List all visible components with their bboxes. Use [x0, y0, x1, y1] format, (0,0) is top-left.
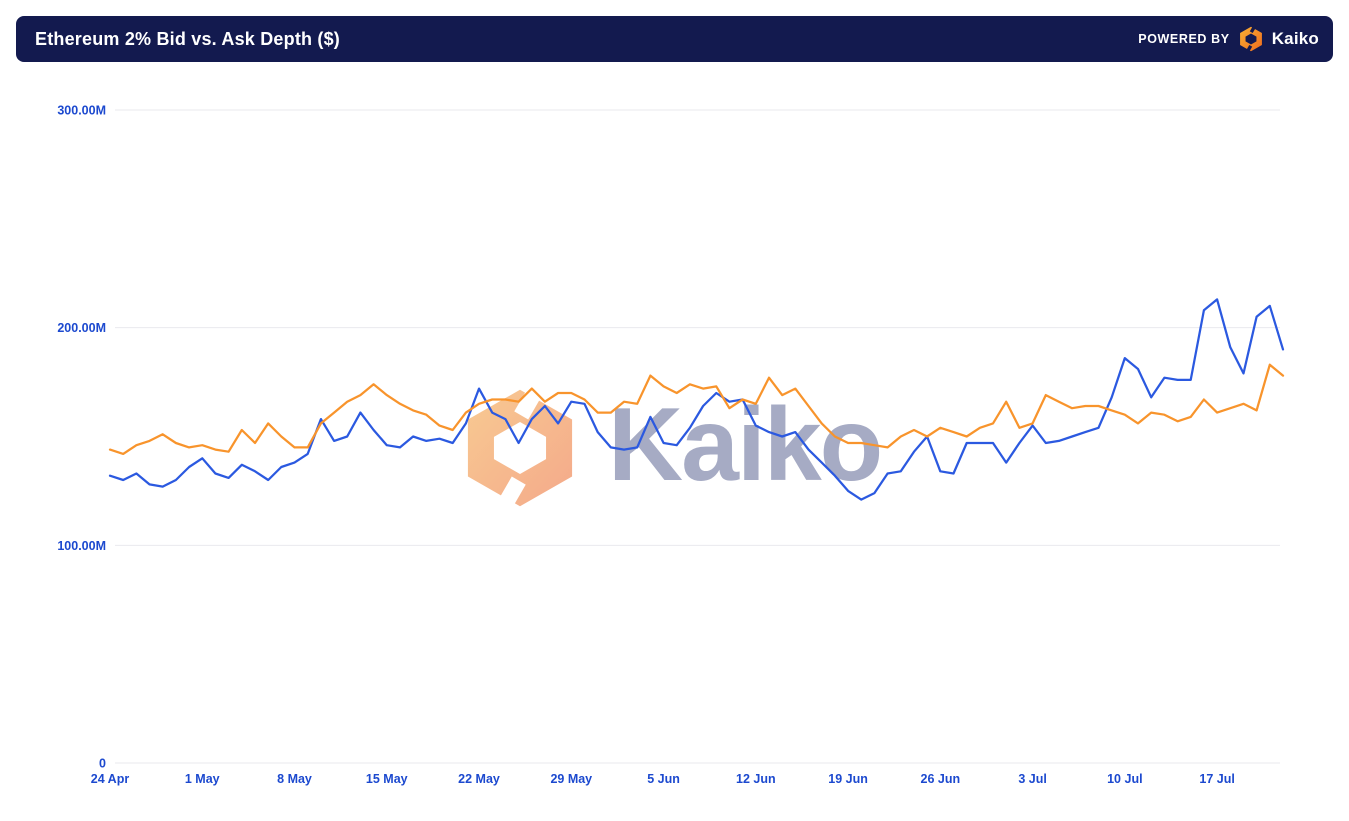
ask-depth-line: [108, 363, 1285, 456]
kaiko-logo-icon: [1238, 26, 1264, 52]
y-axis-label: 100.00M: [57, 539, 106, 553]
x-axis-label: 5 Jun: [647, 772, 680, 786]
x-axis-label: 1 May: [185, 772, 220, 786]
x-axis-label: 12 Jun: [736, 772, 776, 786]
powered-by-label: POWERED BY: [1138, 32, 1230, 46]
header-bar: Ethereum 2% Bid vs. Ask Depth ($) POWERE…: [16, 16, 1333, 62]
kaiko-brand-label: Kaiko: [1271, 29, 1319, 48]
x-axis-label: 3 Jul: [1018, 772, 1047, 786]
x-axis-label: 22 May: [458, 772, 500, 786]
y-axis-label: 200.00M: [57, 321, 106, 335]
y-axis-label: 0: [99, 757, 106, 771]
chart-title: Ethereum 2% Bid vs. Ask Depth ($): [35, 28, 341, 49]
x-axis-label: 15 May: [366, 772, 408, 786]
x-axis-label: 10 Jul: [1107, 772, 1142, 786]
x-axis-label: 26 Jun: [921, 772, 961, 786]
bid-depth-line: [108, 298, 1285, 501]
x-axis-label: 19 Jun: [828, 772, 868, 786]
y-axis-label: 300.00M: [57, 104, 106, 118]
x-axis-label: 17 Jul: [1199, 772, 1234, 786]
x-axis-label: 8 May: [277, 772, 312, 786]
x-axis-label: 24 Apr: [91, 772, 130, 786]
powered-by-kaiko-link[interactable]: POWERED BY Kaiko: [1138, 26, 1319, 52]
x-axis-label: 29 May: [550, 772, 592, 786]
